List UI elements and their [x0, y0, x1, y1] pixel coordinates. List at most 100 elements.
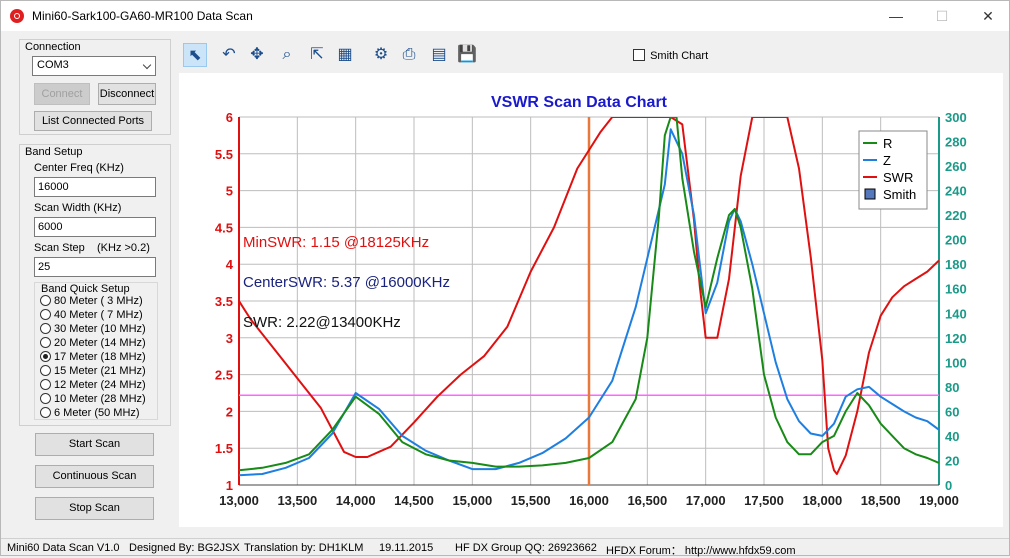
- x-tick-label: 18,500: [861, 493, 901, 508]
- connection-group-label: Connection: [25, 41, 81, 53]
- x-tick-label: 16,500: [627, 493, 667, 508]
- y-left-tick-label: 4: [226, 257, 234, 272]
- y-left-tick-label: 2.5: [215, 368, 233, 383]
- checkbox-box[interactable]: [633, 49, 645, 61]
- band-radio-label: 6 Meter (50 MHz): [54, 407, 140, 419]
- save-icon[interactable]: 💾: [457, 46, 477, 63]
- y-left-tick-label: 1.5: [215, 441, 233, 456]
- start-scan-button[interactable]: Start Scan: [35, 433, 154, 456]
- y-left-tick-label: 1: [226, 478, 233, 493]
- status-bar: Mini60 Data Scan V1.0 Designed By: BG2JS…: [1, 538, 1009, 557]
- com-port-select[interactable]: COM3: [32, 56, 156, 76]
- band-radio-option[interactable]: 20 Meter (14 MHz): [40, 337, 146, 349]
- y-right-tick-label: 200: [945, 233, 967, 248]
- smith-chart-label: Smith Chart: [650, 50, 709, 62]
- radio-button[interactable]: [40, 393, 51, 404]
- y-left-tick-label: 4.5: [215, 220, 233, 235]
- export-data-icon[interactable]: ▦: [337, 46, 353, 63]
- radio-button[interactable]: [40, 351, 51, 362]
- center-freq-label: Center Freq (KHz): [34, 162, 124, 174]
- x-tick-label: 16,000: [569, 493, 609, 508]
- y-right-tick-label: 140: [945, 306, 967, 321]
- band-radio-label: 40 Meter ( 7 MHz): [54, 309, 143, 321]
- band-radio-option[interactable]: 12 Meter (24 MHz): [40, 379, 146, 391]
- x-tick-label: 14,500: [394, 493, 434, 508]
- zoom-icon[interactable]: ⌕: [282, 46, 292, 63]
- band-radio-label: 10 Meter (28 MHz): [54, 393, 146, 405]
- export-image-icon[interactable]: ⇱: [310, 46, 324, 63]
- x-tick-label: 19,000: [919, 493, 959, 508]
- y-right-tick-label: 20: [945, 453, 959, 468]
- band-radio-label: 80 Meter ( 3 MHz): [54, 295, 143, 307]
- y-right-tick-label: 120: [945, 331, 967, 346]
- radio-button[interactable]: [40, 379, 51, 390]
- band-radio-label: 12 Meter (24 MHz): [54, 379, 146, 391]
- legend-label-swr: SWR: [883, 170, 913, 185]
- band-radio-option[interactable]: 17 Meter (18 MHz): [40, 351, 146, 363]
- radio-button[interactable]: [40, 337, 51, 348]
- y-left-tick-label: 6: [226, 110, 233, 125]
- chart-title: VSWR Scan Data Chart: [491, 94, 668, 111]
- y-right-tick-label: 60: [945, 404, 959, 419]
- scan-width-input[interactable]: 6000: [34, 217, 156, 237]
- band-radio-label: 20 Meter (14 MHz): [54, 337, 146, 349]
- center-freq-input[interactable]: 16000: [34, 177, 156, 197]
- settings-icon[interactable]: ⚙: [373, 46, 389, 63]
- scan-step-input[interactable]: 25: [34, 257, 156, 277]
- y-left-tick-label: 2: [226, 404, 233, 419]
- y-right-tick-label: 180: [945, 257, 967, 272]
- stop-scan-button[interactable]: Stop Scan: [35, 497, 154, 520]
- band-quick-setup-group: Band Quick Setup 80 Meter ( 3 MHz) 40 Met…: [34, 282, 158, 420]
- min-swr-annotation: MinSWR: 1.15 @18125KHz: [243, 234, 429, 251]
- radio-button[interactable]: [40, 323, 51, 334]
- disconnect-button[interactable]: Disconnect: [98, 83, 156, 105]
- y-right-tick-label: 40: [945, 429, 959, 444]
- band-radio-label: 30 Meter (10 MHz): [54, 323, 146, 335]
- cursor-swr-annotation: SWR: 2.22@13400KHz: [243, 314, 401, 331]
- x-tick-label: 17,500: [744, 493, 784, 508]
- band-radio-option[interactable]: 40 Meter ( 7 MHz): [40, 309, 143, 321]
- window-title: Mini60-Sark100-GA60-MR100 Data Scan: [32, 9, 253, 23]
- chart-area[interactable]: VSWR Scan Data Chart 13,000 13,500 14,000 14…: [179, 73, 1003, 527]
- connect-button[interactable]: Connect: [34, 83, 90, 105]
- continuous-scan-button[interactable]: Continuous Scan: [35, 465, 154, 488]
- band-radio-option[interactable]: 6 Meter (50 MHz): [40, 407, 140, 419]
- series-line-z: [239, 128, 939, 477]
- move-icon[interactable]: ✥: [250, 46, 264, 63]
- y-left-tick-label: 5: [226, 184, 233, 199]
- undo-icon[interactable]: ↶: [222, 46, 236, 63]
- connection-group: Connection COM3 Connect Disconnect List …: [19, 39, 171, 135]
- legend-label-smith: Smith: [883, 187, 916, 202]
- y-left-tick-label: 3: [226, 331, 233, 346]
- maximize-button[interactable]: ☐: [935, 8, 949, 24]
- x-tick-label: 13,500: [277, 493, 317, 508]
- radio-button[interactable]: [40, 365, 51, 376]
- y-right-tick-label: 240: [945, 184, 967, 199]
- band-radio-option[interactable]: 15 Meter (21 MHz): [40, 365, 146, 377]
- band-quick-setup-label: Band Quick Setup: [41, 283, 130, 295]
- pointer-icon[interactable]: ⬉: [183, 43, 207, 67]
- close-button[interactable]: ✕: [982, 8, 994, 24]
- y-right-tick-label: 0: [945, 478, 952, 493]
- radio-button[interactable]: [40, 295, 51, 306]
- legend-label-z: Z: [883, 153, 891, 168]
- band-radio-option[interactable]: 80 Meter ( 3 MHz): [40, 295, 143, 307]
- band-radio-option[interactable]: 30 Meter (10 MHz): [40, 323, 146, 335]
- y-left-tick-label: 5.5: [215, 147, 233, 162]
- y-right-tick-label: 280: [945, 135, 967, 150]
- x-tick-label: 13,000: [219, 493, 259, 508]
- smith-chart-checkbox[interactable]: Smith Chart: [633, 49, 708, 62]
- radio-button[interactable]: [40, 407, 51, 418]
- series-line-r: [239, 117, 939, 472]
- band-radio-option[interactable]: 10 Meter (28 MHz): [40, 393, 146, 405]
- list-ports-button[interactable]: List Connected Ports: [34, 111, 152, 131]
- band-setup-group: Band Setup Center Freq (KHz) 16000 Scan …: [19, 144, 171, 426]
- y-right-tick-label: 260: [945, 159, 967, 174]
- radio-button[interactable]: [40, 309, 51, 320]
- print-preview-icon[interactable]: ▤: [431, 46, 447, 63]
- print-icon[interactable]: ⎙: [402, 46, 416, 63]
- minimize-button[interactable]: —: [889, 8, 903, 24]
- status-version: Mini60 Data Scan V1.0: [7, 542, 120, 554]
- status-translation: Translation by: DH1KLM: [244, 542, 364, 554]
